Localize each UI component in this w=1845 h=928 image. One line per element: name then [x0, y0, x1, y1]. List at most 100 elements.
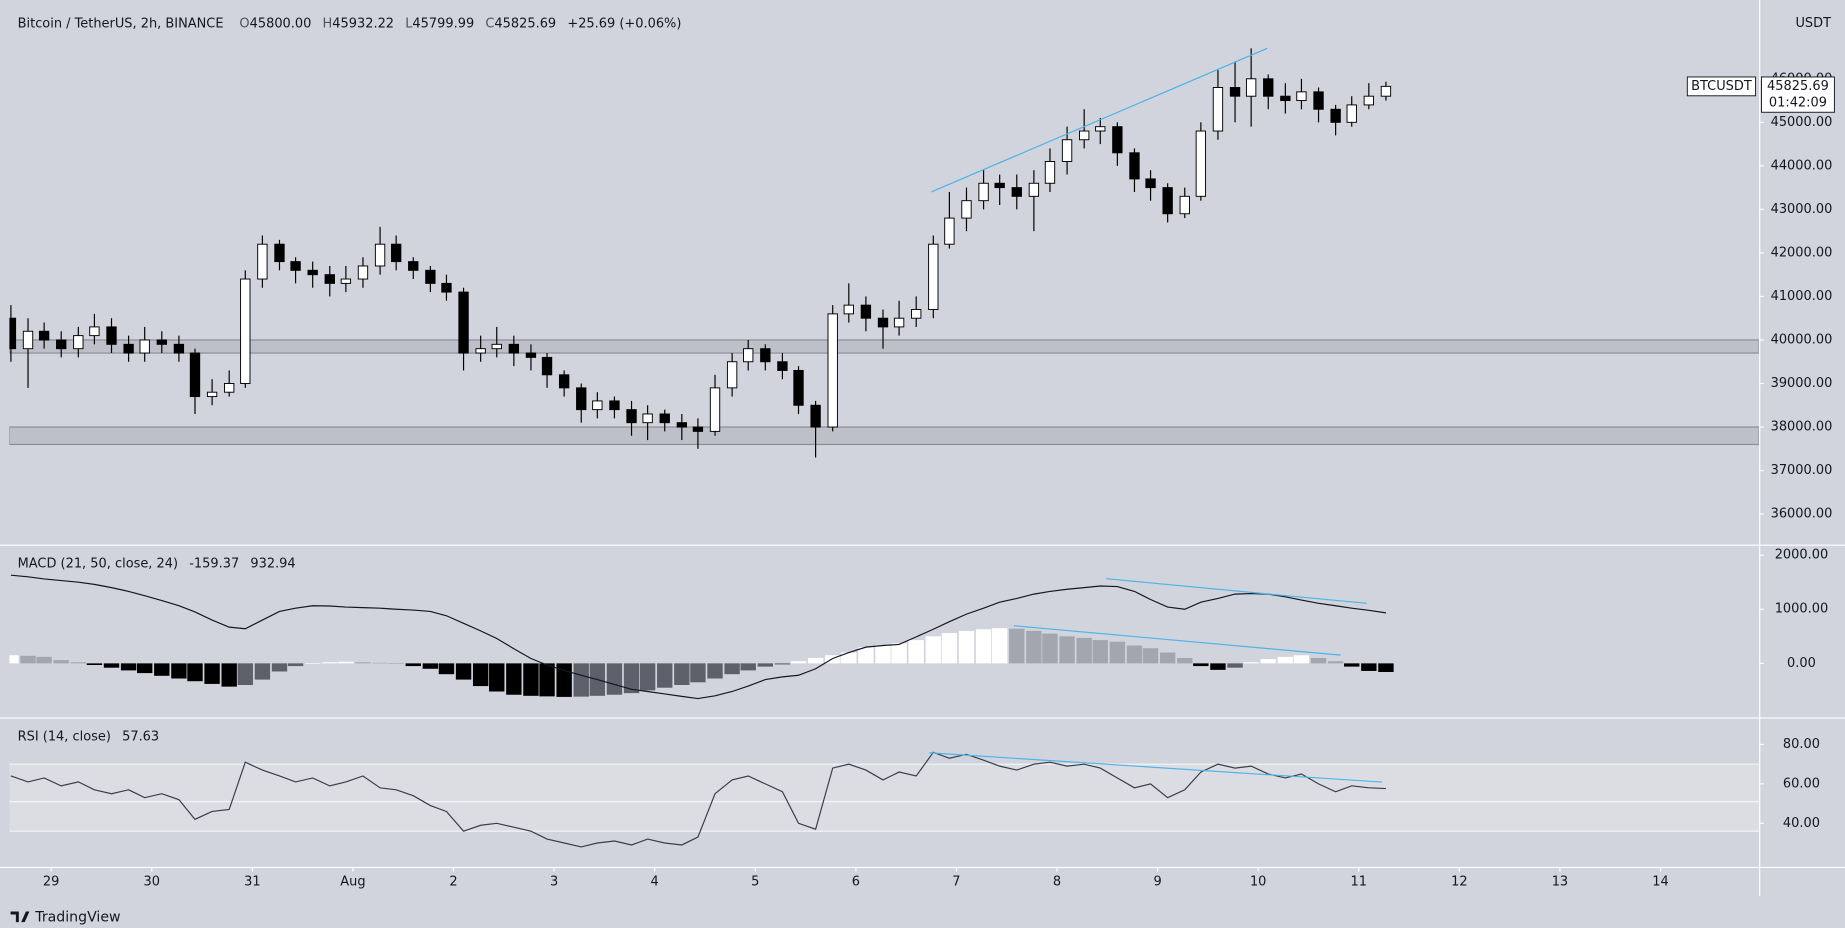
histogram-bar	[1361, 663, 1377, 671]
candle-body	[692, 426, 704, 432]
candle-body	[307, 269, 318, 276]
x-tick-label: 2	[449, 875, 457, 890]
histogram-bar	[639, 663, 656, 691]
x-tick-label: 13	[1552, 875, 1568, 890]
candle-body	[760, 348, 771, 363]
histogram-bar	[891, 643, 907, 664]
histogram-bar	[221, 663, 237, 687]
x-tick-label: 6	[852, 875, 860, 890]
histogram-bar	[825, 655, 841, 664]
histogram-bar	[807, 657, 824, 664]
trend-line	[1013, 625, 1341, 656]
candle-body	[458, 291, 469, 354]
ohlc-key: C	[485, 16, 494, 31]
histogram-bar	[338, 661, 354, 664]
histogram-bar	[137, 663, 153, 674]
y-tick-label: 45000.00	[1771, 115, 1833, 130]
histogram-bar	[1277, 656, 1294, 664]
histogram-bar	[472, 663, 489, 687]
histogram-bar	[1260, 659, 1276, 664]
histogram-bar	[438, 663, 455, 675]
candle-body	[676, 422, 688, 428]
ohlc-value: 45932.22	[332, 16, 394, 31]
candle-body	[1179, 195, 1190, 215]
axes: 29 30 31 Aug 2 3 4 5 6 7 8 9 10 11 12 13 14 36000.00 37000…	[43, 71, 1835, 890]
candle-body	[642, 413, 653, 424]
candle-body	[558, 374, 570, 389]
histogram-bar	[1092, 640, 1108, 664]
candle-body	[541, 356, 553, 376]
candle-body	[38, 330, 50, 341]
histogram-bar	[171, 663, 187, 679]
candle-body	[73, 335, 84, 350]
histogram-bar	[757, 663, 774, 667]
candle-body	[1245, 78, 1257, 97]
histogram-bar	[1059, 636, 1075, 664]
y-tick-label: 40.00	[1783, 816, 1820, 831]
candle-body	[1363, 95, 1375, 106]
candle-body	[1229, 87, 1241, 97]
trend-line	[931, 47, 1268, 193]
macd-pane	[9, 574, 1394, 700]
candle-body	[1280, 95, 1291, 102]
histogram-bar	[1227, 663, 1243, 668]
candle-body	[827, 313, 838, 428]
ohlc-key: L	[405, 16, 413, 31]
candle-body	[911, 309, 922, 319]
candle-body	[189, 352, 201, 398]
histogram-bar	[925, 636, 941, 664]
histogram-bar	[1042, 633, 1058, 664]
histogram-bar	[36, 656, 52, 664]
histogram-bar	[187, 663, 203, 682]
candle-body	[324, 274, 335, 284]
ohlc-key: H	[323, 16, 333, 31]
candle-body	[860, 304, 872, 319]
histogram-bar	[774, 663, 791, 665]
candle-body	[390, 243, 402, 263]
candle-body	[944, 217, 955, 245]
histogram-bar	[841, 652, 857, 664]
candle-body	[224, 383, 235, 393]
candle-body	[156, 339, 167, 345]
symbol-title: Bitcoin / TetherUS, 2h, BINANCE	[18, 16, 224, 31]
histogram-bar	[1310, 657, 1327, 664]
histogram-bar	[489, 663, 505, 692]
candle-body	[1162, 187, 1173, 215]
trend-line	[1106, 578, 1367, 604]
x-tick-label: 10	[1250, 875, 1266, 890]
candle-body	[89, 326, 100, 337]
symbol-label: BTCUSDT	[1691, 79, 1752, 94]
histogram-bar	[86, 663, 103, 665]
histogram-bar	[623, 663, 640, 694]
candle-body	[1095, 126, 1106, 132]
histogram-bar	[304, 663, 321, 664]
histogram-bar	[287, 663, 304, 667]
histogram-bar	[740, 663, 756, 671]
histogram-bar	[1378, 663, 1394, 672]
histogram-bar	[657, 663, 673, 688]
histogram-bar	[70, 662, 87, 664]
candle-body	[928, 243, 939, 310]
candle-body	[1129, 152, 1140, 180]
candle-body	[626, 409, 637, 424]
histogram-bar	[388, 663, 404, 664]
y-tick-label: 2000.00	[1775, 548, 1829, 563]
histogram-bar	[707, 663, 723, 679]
candle-body	[1028, 182, 1040, 197]
histogram-bar	[1026, 630, 1042, 664]
candle-body	[609, 400, 620, 411]
x-tick-label: 31	[244, 875, 260, 890]
candle-body	[1044, 161, 1056, 184]
histogram-bar	[958, 630, 975, 664]
candle-body	[877, 317, 889, 328]
histogram-bar	[875, 644, 891, 664]
x-tick-label: 11	[1351, 875, 1367, 890]
candle-body	[491, 343, 502, 350]
rsi-band	[9, 764, 1760, 832]
histogram-bar	[1293, 655, 1310, 664]
candle-body	[173, 343, 185, 354]
histogram-bar	[908, 640, 924, 664]
countdown: 01:42:09	[1769, 95, 1827, 110]
candle-body	[576, 387, 587, 411]
candle-body	[1145, 178, 1156, 189]
